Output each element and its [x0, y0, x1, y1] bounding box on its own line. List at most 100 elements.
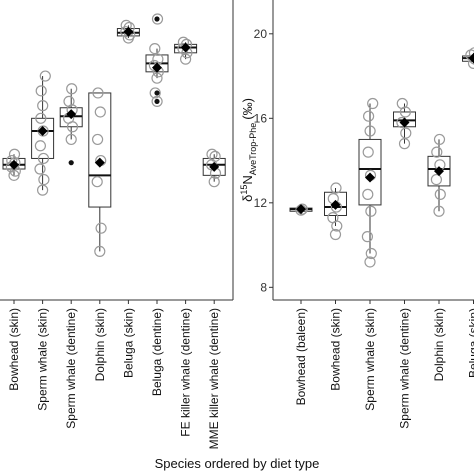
box-group — [2, 148, 26, 181]
data-point — [39, 70, 51, 82]
data-point — [329, 228, 342, 241]
data-point — [468, 47, 474, 59]
mean-marker — [123, 26, 134, 37]
x-tick-label: Beluga (skin) — [121, 308, 135, 378]
data-point — [94, 106, 106, 118]
x-tick-label: Bowhead (skin) — [329, 308, 343, 391]
y-axis-title-superscript: 15 — [239, 185, 249, 195]
x-tick-label: Beluga (skin) — [467, 308, 474, 378]
data-point — [208, 176, 220, 188]
data-point — [95, 222, 107, 234]
data-point — [209, 150, 221, 162]
data-point — [35, 85, 47, 97]
x-tick-label: Bowhead (baleen) — [294, 308, 308, 405]
data-point — [362, 146, 374, 158]
data-point — [8, 148, 21, 160]
data-point — [63, 95, 75, 108]
mean-marker — [468, 53, 474, 64]
mean-marker — [66, 109, 77, 120]
data-point — [206, 148, 218, 160]
left-panel: Bowhead (skin) Sperm whale (skin) Sperm wh… — [0, 0, 234, 449]
mean-marker — [37, 125, 48, 136]
data-point — [35, 112, 47, 124]
x-tick-label: MME killer whale (dentine) — [207, 308, 221, 449]
data-point — [149, 87, 161, 99]
x-tick-label: Dolphin (skin) — [432, 308, 446, 381]
data-point — [363, 110, 375, 122]
data-point — [400, 127, 412, 139]
box-group — [88, 87, 112, 258]
outlier-point — [154, 16, 160, 22]
data-point — [364, 256, 376, 268]
y-tick-label: 20 — [254, 27, 268, 41]
mean-marker — [94, 157, 105, 168]
right-panel: 8 12 16 20 δ15NAveTrop-Phe (‰) Bowhead (baleen… — [239, 0, 474, 429]
data-point — [330, 182, 342, 194]
data-point — [362, 188, 374, 200]
data-point — [34, 140, 47, 152]
outlier-point — [68, 160, 74, 166]
x-tick-label: Bowhead (skin) — [7, 308, 21, 391]
y-axis-title-delta: δ — [240, 195, 255, 202]
data-point — [94, 245, 106, 258]
box-group — [462, 47, 474, 69]
y-tick-label: 16 — [254, 111, 268, 125]
box-group — [59, 83, 83, 166]
x-tick-label: FE killer whale (dentine) — [179, 308, 193, 437]
outlier-point — [154, 90, 160, 96]
x-tick-label: Sperm whale (skin) — [363, 308, 377, 411]
x-tick-label: Beluga (dentine) — [150, 308, 164, 396]
data-point — [66, 83, 78, 95]
data-point — [364, 125, 376, 137]
data-point — [151, 72, 163, 84]
box-group — [174, 36, 198, 65]
data-point — [396, 97, 408, 110]
y-tick-label: 8 — [260, 280, 267, 294]
x-tick-label: Dolphin (skin) — [93, 308, 107, 381]
mean-marker — [180, 42, 191, 53]
outlier-point — [154, 98, 160, 105]
data-point — [151, 95, 163, 108]
x-tick-label: Sperm whale (dentine) — [64, 308, 78, 429]
mean-marker — [9, 159, 19, 170]
y-tick-label: 12 — [254, 196, 268, 210]
x-tick-label: Sperm whale (dentine) — [398, 308, 412, 429]
x-axis-title: Species ordered by diet type — [155, 456, 320, 471]
data-point — [92, 87, 104, 99]
y-axis-title: δ15NAveTrop-Phe (‰) — [239, 98, 258, 202]
data-point — [91, 133, 104, 146]
data-point — [398, 138, 411, 150]
box-group — [324, 182, 347, 241]
box-group — [202, 148, 226, 188]
data-point — [34, 163, 46, 175]
data-point — [327, 212, 339, 224]
data-point — [91, 176, 103, 188]
x-tick-label: Sperm whale (skin) — [36, 308, 50, 411]
data-point — [8, 169, 20, 181]
mean-marker — [209, 161, 220, 172]
mean-marker — [399, 117, 410, 128]
data-point — [365, 247, 377, 260]
mean-marker — [434, 166, 444, 177]
data-point — [65, 133, 77, 146]
data-point — [361, 231, 373, 243]
data-point — [38, 173, 50, 186]
mean-marker — [296, 204, 306, 215]
box-group — [358, 97, 382, 268]
data-point — [36, 184, 49, 196]
data-point — [433, 133, 446, 146]
data-point — [365, 205, 377, 217]
data-point — [149, 42, 161, 55]
box-group — [116, 19, 140, 44]
box — [31, 117, 55, 159]
y-axis-title-element: N — [240, 175, 255, 184]
y-axis-title-unit: (‰) — [240, 98, 255, 120]
data-point — [151, 13, 164, 25]
data-point — [37, 100, 49, 112]
y-axis-title-subscript: AveTrop-Phe — [248, 123, 258, 176]
box-group — [393, 97, 416, 150]
mean-marker — [152, 62, 162, 73]
data-point — [434, 188, 446, 200]
